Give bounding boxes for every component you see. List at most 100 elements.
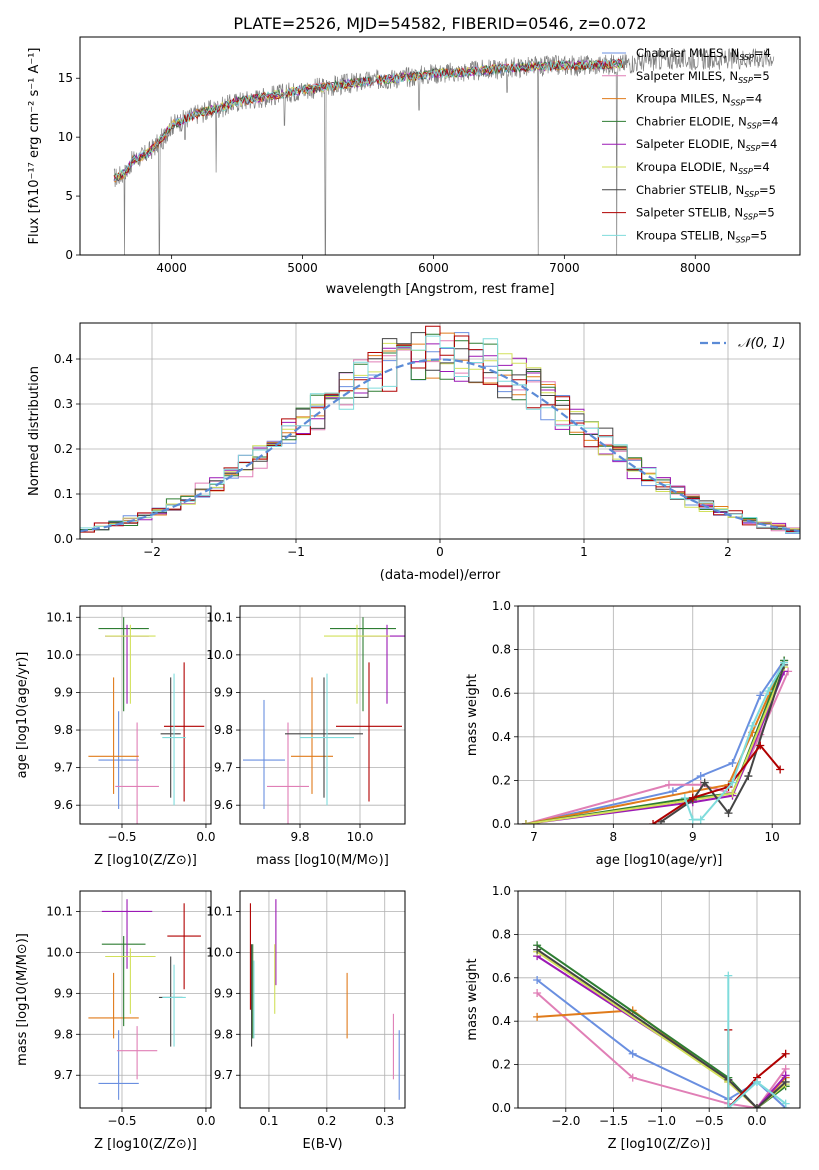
legend-subscript: SSP (743, 213, 758, 222)
data-point-marker (628, 1049, 637, 1058)
plot-area (88, 899, 201, 1100)
data-point-marker (668, 787, 677, 796)
model-spectrum (113, 59, 624, 181)
x-tick-label: −1.0 (647, 1114, 676, 1128)
data-point-marker (756, 741, 765, 750)
data-point-marker (776, 765, 785, 774)
y-tick-label: 9.6 (214, 798, 233, 812)
legend-value: =4 (760, 137, 777, 151)
y-tick-label: 0.2 (54, 442, 73, 456)
data-point-marker (728, 778, 737, 787)
x-tick-label: 0.0 (196, 1114, 215, 1128)
y-axis-label: mass [log10(M/M⊙)] (15, 933, 30, 1066)
y-tick-label: 9.7 (214, 761, 233, 775)
series-line (525, 670, 790, 824)
spectrum-panel: 4000 5000 6000 7000 8000 0 5 10 15 Chabrier MILES… (27, 36, 801, 297)
legend-value: =5 (759, 183, 776, 197)
legend-label: Kroupa STELIB, NSSP=5 (636, 228, 767, 244)
x-tick-label: 6000 (418, 261, 449, 275)
y-tick-label: 10.1 (46, 610, 73, 624)
legend-value: =4 (745, 92, 762, 106)
y-tick-label: 0.4 (492, 1014, 511, 1028)
residual-histogram-panel: −2 −1 0 1 2 0.0 0.1 0.2 0.3 0.4 𝒩(0, 1) (data-model… (27, 322, 801, 583)
x-tick-label: −1 (287, 545, 305, 559)
legend-text: Kroupa ELODIE, N (636, 160, 738, 174)
legend-text: Chabrier MILES, N (636, 46, 739, 60)
legend-label: Kroupa MILES, NSSP=4 (636, 92, 762, 108)
y-tick-label: 9.7 (54, 1068, 73, 1082)
x-tick-label: 7000 (549, 261, 580, 275)
data-point-marker (521, 820, 530, 824)
series-line (525, 659, 785, 824)
axes-frame (79, 36, 801, 256)
x-tick-label: −0.5 (107, 1114, 136, 1128)
data-point-marker (533, 975, 542, 984)
x-tick-label: −0.5 (695, 1114, 724, 1128)
y-tick-label: 10.1 (46, 904, 73, 918)
x-tick-label: −2.0 (551, 1114, 580, 1128)
plot-area (521, 656, 793, 824)
plot-area (249, 899, 400, 1100)
data-point-marker (724, 1104, 733, 1108)
model-spectrum (113, 59, 624, 182)
mass-vs-metallicity-panel: −0.5 0.0 9.7 9.8 9.9 10.0 10.1 Z [log10(Z/Z⊙)] m… (15, 890, 216, 1152)
x-tick-label: 5000 (287, 261, 318, 275)
series-line (525, 666, 786, 824)
y-tick-label: 10.0 (46, 945, 73, 959)
data-point-marker (696, 815, 705, 824)
y-axis-label: age [log10(age/yr)] (15, 652, 30, 779)
x-tick-label: 8000 (680, 261, 711, 275)
y-tick-label: 5 (65, 189, 73, 203)
legend-label: Kroupa ELODIE, NSSP=4 (636, 160, 770, 176)
x-axis-label: mass [log10(M/M⊙)] (256, 853, 389, 868)
data-point-marker (688, 815, 697, 824)
y-tick-label: 1.0 (492, 884, 511, 898)
legend-label: Chabrier ELODIE, NSSP=4 (636, 114, 778, 130)
normal-curve (80, 358, 800, 533)
y-tick-label: 15 (58, 71, 73, 85)
data-point-marker (752, 1077, 761, 1086)
age-vs-mass-panel: 9.8 10.0 9.6 9.7 9.8 9.9 10.0 10.1 mass [log10(M… (206, 605, 406, 868)
data-point-marker (696, 772, 705, 781)
y-tick-label: 9.8 (54, 723, 73, 737)
series-line (727, 975, 787, 1108)
y-tick-label: 9.7 (214, 1068, 233, 1082)
data-point-marker (752, 1104, 761, 1108)
x-tick-label: 0.1 (259, 1114, 278, 1128)
plot-area (113, 47, 775, 255)
legend-label: Chabrier STELIB, NSSP=5 (636, 183, 776, 199)
y-tick-label: 1.0 (492, 599, 511, 613)
y-tick-label: 10.0 (46, 648, 73, 662)
legend-subscript: SSP (746, 144, 761, 153)
y-tick-label: 0 (65, 248, 73, 262)
x-axis-label: Z [log10(Z/Z⊙)] (94, 1137, 197, 1152)
y-tick-label: 0.6 (492, 971, 511, 985)
plot-area (80, 325, 800, 534)
y-tick-label: 0.4 (492, 730, 511, 744)
residual-histogram (80, 335, 800, 534)
model-spectrum (113, 58, 624, 181)
data-point-marker (724, 809, 733, 818)
y-tick-label: 0.2 (492, 773, 511, 787)
series-line (525, 660, 786, 824)
series-line (525, 671, 786, 824)
legend-value: =5 (750, 228, 767, 242)
x-tick-label: −0.5 (107, 830, 136, 844)
legend-label: Chabrier MILES, NSSP=4 (636, 46, 771, 62)
x-axis-label: age [log10(age/yr)] (596, 853, 723, 868)
legend-subscript: SSP (739, 53, 754, 62)
x-axis-label: Z [log10(Z/Z⊙)] (608, 1137, 711, 1152)
legend-label: 𝒩(0, 1) (738, 336, 785, 351)
figure-title: PLATE=2526, MJD=54582, FIBERID=0546, z=0… (233, 14, 646, 33)
legend-text: Salpeter MILES, N (636, 69, 738, 83)
axes-frame (79, 322, 801, 540)
y-tick-label: 9.9 (54, 986, 73, 1000)
legend-subscript: SSP (747, 121, 762, 130)
x-tick-label: 9.8 (290, 830, 309, 844)
y-axis-label: mass weight (465, 958, 480, 1040)
x-tick-label: 1 (580, 545, 588, 559)
legend-label: Salpeter ELODIE, NSSP=4 (636, 137, 777, 153)
x-tick-label: 2 (724, 545, 732, 559)
x-axis-label: E(B-V) (302, 1137, 342, 1152)
